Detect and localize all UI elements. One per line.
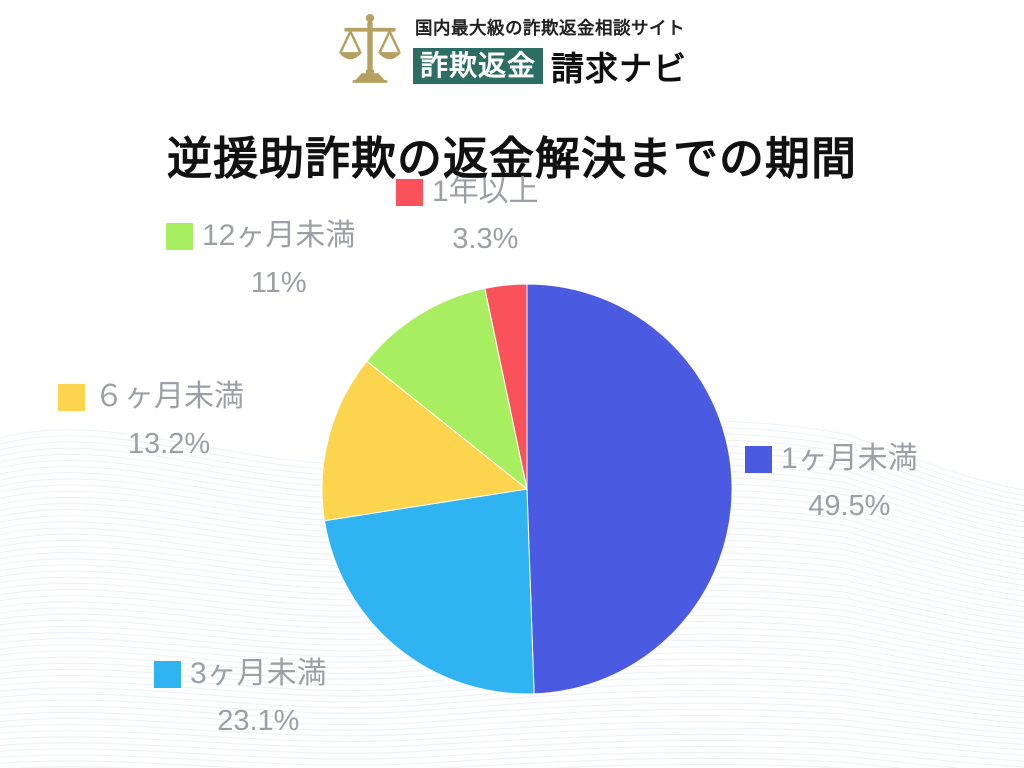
brand-tagline: 国内最大級の詐欺返金相談サイト — [414, 18, 685, 38]
brand-text-block: 国内最大級の詐欺返金相談サイト 詐欺返金 請求ナビ — [412, 12, 687, 90]
legend-swatch-red — [396, 178, 423, 206]
legend-label: 12ヶ月未満 — [202, 219, 356, 252]
legend-percentage: 3.3% — [452, 223, 519, 255]
legend-label: 3ヶ月未満 — [190, 657, 327, 690]
legend-row: 1年以上 — [396, 175, 539, 209]
legend-item-over-1-year: 1年以上 3.3% — [396, 175, 539, 255]
legend-row: 12ヶ月未満 — [166, 219, 355, 253]
legend-swatch-blue — [745, 445, 772, 473]
pie-slice-0 — [526, 283, 733, 695]
legend-item-under-12-months: 12ヶ月未満 11% — [166, 219, 355, 299]
legend-label: 1ヶ月未満 — [781, 442, 918, 475]
legend-item-under-3-months: 3ヶ月未満 23.1% — [154, 657, 327, 737]
brand-header: 国内最大級の詐欺返金相談サイト 詐欺返金 請求ナビ — [0, 12, 1024, 90]
legend-percentage: 11% — [250, 267, 307, 299]
wave-line — [0, 757, 904, 768]
legend-label: ６ヶ月未満 — [94, 380, 244, 413]
legend-row: ６ヶ月未満 — [58, 380, 244, 414]
legend-percentage: 13.2% — [127, 428, 211, 460]
legend-swatch-green — [166, 222, 193, 250]
legend-label: 1年以上 — [432, 175, 539, 208]
legend-item-under-6-months: ６ヶ月未満 13.2% — [58, 380, 244, 460]
pie-chart — [321, 283, 733, 695]
legend-swatch-cyan — [154, 660, 181, 688]
chart-title: 逆援助詐欺の返金解決までの期間 — [166, 133, 857, 185]
legend-row: 3ヶ月未満 — [154, 657, 327, 691]
scales-of-justice-icon — [337, 12, 403, 84]
wave-line — [13, 763, 848, 768]
legend-row: 1ヶ月未満 — [745, 442, 918, 476]
pie-slice-1 — [323, 488, 535, 695]
legend-item-under-1-month: 1ヶ月未満 49.5% — [745, 442, 918, 522]
brand-name: 請求ナビ — [551, 50, 687, 87]
brand-logo-row: 詐欺返金 請求ナビ — [412, 42, 687, 90]
wave-line — [0, 733, 1024, 756]
wave-line — [0, 751, 964, 768]
brand-badge: 詐欺返金 — [412, 47, 543, 85]
legend-percentage: 49.5% — [808, 490, 891, 522]
legend-percentage: 23.1% — [217, 705, 300, 737]
wave-line — [0, 739, 1024, 762]
wave-line — [0, 745, 1024, 768]
legend-swatch-yellow — [58, 383, 85, 411]
